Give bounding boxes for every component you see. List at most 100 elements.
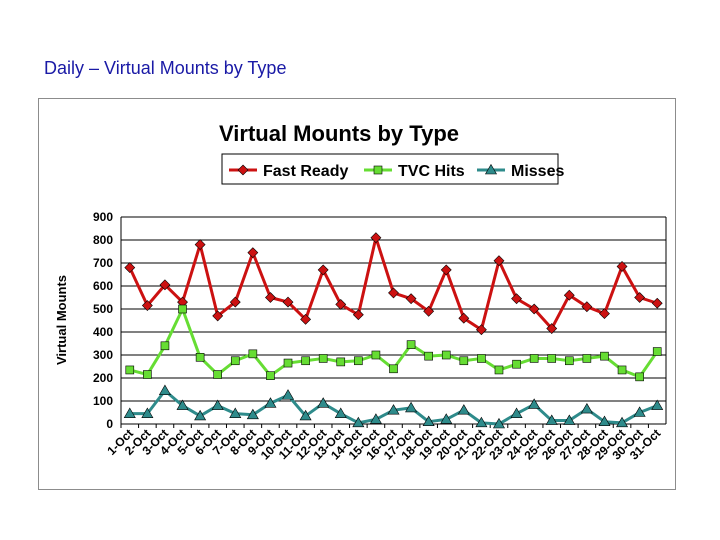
data-point-misses [246, 408, 259, 420]
data-point-fast-ready [229, 296, 241, 308]
data-point-fast-ready [651, 297, 663, 309]
data-point-tvc-hits [178, 304, 187, 314]
data-point-fast-ready [317, 264, 329, 276]
y-axis-ticks: 0 100 200 300 400 500 600 700 800 900 [93, 210, 113, 431]
data-point-tvc-hits [565, 356, 574, 366]
data-point-misses [598, 415, 611, 427]
data-point-fast-ready [511, 293, 522, 305]
data-point-fast-ready [212, 310, 224, 322]
data-point-tvc-hits [301, 356, 310, 366]
legend-label-misses: Misses [511, 163, 564, 180]
data-point-misses [299, 409, 312, 421]
data-point-fast-ready [335, 298, 347, 310]
legend-label-fast-ready: Fast Ready [263, 163, 348, 180]
data-point-tvc-hits [213, 370, 222, 379]
data-point-tvc-hits [547, 354, 557, 363]
data-point-misses [352, 416, 365, 428]
data-point-fast-ready [634, 292, 646, 303]
data-point-fast-ready [581, 301, 593, 313]
legend-marker-tvc-hits [373, 165, 383, 175]
data-point-misses [405, 401, 418, 413]
y-tick-label: 700 [93, 256, 113, 270]
data-point-tvc-hits [336, 357, 346, 367]
data-point-tvc-hits [635, 372, 644, 382]
data-point-misses [528, 398, 541, 409]
chart-title: Virtual Mounts by Type [219, 121, 459, 146]
data-point-misses [334, 407, 347, 418]
data-point-misses [616, 416, 629, 428]
data-point-tvc-hits [283, 358, 293, 368]
y-tick-label: 0 [106, 417, 113, 431]
data-point-fast-ready [563, 289, 575, 301]
data-point-tvc-hits [494, 365, 504, 375]
chart-gridlines [121, 216, 666, 425]
data-point-tvc-hits [248, 349, 258, 359]
data-point-misses [563, 414, 576, 425]
data-point-fast-ready [352, 309, 364, 321]
data-point-fast-ready [440, 264, 452, 276]
data-point-tvc-hits [459, 356, 469, 366]
data-point-tvc-hits [600, 351, 609, 361]
data-point-tvc-hits [441, 350, 451, 360]
data-point-misses [651, 399, 664, 410]
data-point-tvc-hits [266, 371, 275, 381]
data-point-fast-ready [475, 324, 487, 336]
data-point-fast-ready [528, 303, 540, 315]
y-tick-label: 100 [93, 394, 113, 408]
y-tick-label: 500 [93, 302, 113, 316]
data-point-tvc-hits [143, 370, 152, 379]
chart-frame: Virtual Mounts by Type Fast Ready TVC Hit… [38, 98, 676, 490]
data-point-tvc-hits [371, 350, 381, 360]
data-point-tvc-hits [318, 354, 328, 363]
data-point-tvc-hits [582, 354, 592, 363]
data-point-misses [457, 404, 470, 415]
data-point-misses [475, 416, 488, 428]
x-axis-ticks: 1-Oct2-Oct3-Oct4-Oct5-Oct6-Oct7-Oct8-Oct… [104, 424, 663, 463]
data-point-misses [580, 402, 593, 414]
data-point-misses [369, 413, 382, 424]
data-point-tvc-hits [529, 354, 539, 363]
series-line-fast-ready [128, 236, 658, 332]
data-point-misses [264, 397, 277, 408]
data-point-misses [510, 407, 523, 418]
data-point-fast-ready [370, 232, 382, 244]
data-point-fast-ready [546, 323, 558, 334]
data-point-tvc-hits [477, 354, 486, 363]
data-point-misses [229, 407, 242, 418]
data-point-tvc-hits [617, 365, 627, 375]
data-point-fast-ready [300, 313, 312, 325]
data-point-misses [194, 409, 207, 421]
series-tvc-hits [125, 304, 662, 382]
data-point-misses [545, 414, 558, 425]
legend-marker-fast-ready [237, 164, 249, 176]
data-point-tvc-hits [160, 341, 170, 351]
y-tick-label: 200 [93, 371, 113, 385]
data-point-fast-ready [282, 296, 294, 308]
y-tick-label: 900 [93, 210, 113, 224]
series-misses [123, 384, 664, 429]
data-point-fast-ready [458, 312, 470, 324]
y-axis-title: Virtual Mounts [54, 275, 69, 365]
y-tick-label: 600 [93, 279, 113, 293]
data-point-misses [141, 407, 154, 418]
slide-title: Daily – Virtual Mounts by Type [44, 58, 287, 78]
y-tick-label: 400 [93, 325, 113, 339]
data-point-fast-ready [493, 255, 505, 267]
data-point-fast-ready [388, 287, 399, 299]
series-fast-ready [124, 232, 663, 336]
data-point-misses [176, 399, 189, 410]
data-point-misses [211, 399, 224, 410]
y-tick-label: 800 [93, 233, 113, 247]
line-chart: Virtual Mounts by Type Fast Ready TVC Hit… [54, 121, 667, 463]
data-point-tvc-hits [512, 359, 521, 369]
data-point-misses [440, 413, 453, 424]
data-point-fast-ready [194, 239, 206, 251]
data-point-misses [422, 415, 435, 427]
data-point-tvc-hits [424, 351, 433, 361]
data-point-tvc-hits [652, 347, 662, 356]
data-point-tvc-hits [195, 353, 205, 362]
chart-legend: Fast Ready TVC Hits Misses [221, 153, 564, 185]
data-point-misses [158, 384, 171, 395]
data-point-fast-ready [141, 300, 153, 311]
data-point-fast-ready [265, 292, 276, 303]
